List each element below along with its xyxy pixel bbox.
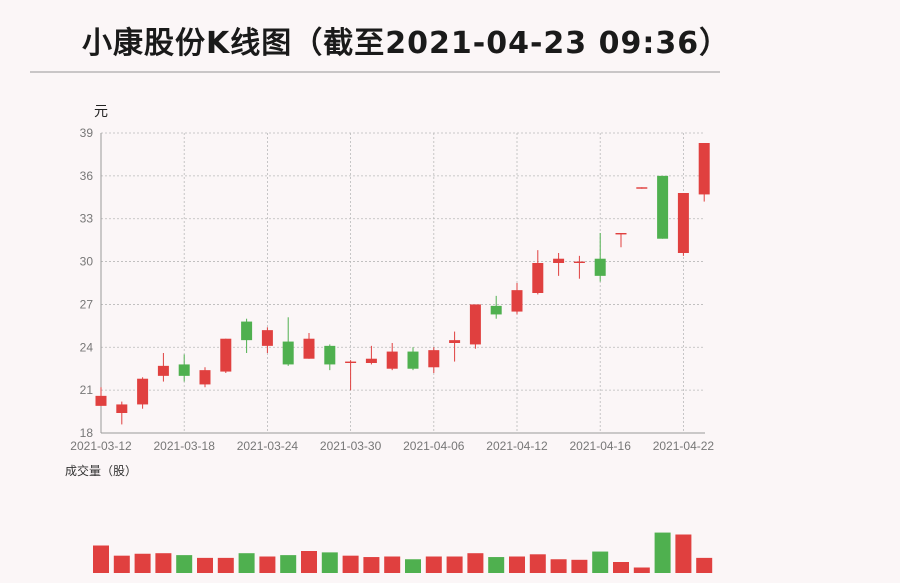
volume-bar [93, 545, 109, 573]
candle-body [615, 233, 627, 235]
volume-bar [509, 556, 525, 573]
volume-bar [675, 534, 692, 573]
volume-bar [384, 556, 401, 573]
candle-body [220, 338, 232, 372]
candle-body [116, 404, 128, 413]
volume-bar [488, 557, 505, 573]
volume-bar [197, 557, 213, 573]
y-tick-label: 33 [80, 212, 94, 226]
candle-body [553, 258, 565, 263]
candle-body [137, 378, 149, 405]
y-axis-unit: 元 [94, 104, 108, 120]
candle-body [511, 290, 523, 312]
x-tick-label: 2021-03-30 [320, 439, 382, 453]
candle-body [469, 304, 481, 345]
candle-body [407, 351, 419, 369]
volume-bar [613, 562, 629, 573]
title-divider [30, 71, 720, 73]
candle-body [449, 340, 461, 343]
candle-body [241, 321, 253, 341]
chart-title: 小康股份K线图（截至2021-04-23 09:36） [82, 26, 731, 61]
volume-bar [405, 559, 421, 573]
candle-body [365, 358, 377, 363]
x-tick-label: 2021-03-24 [237, 439, 299, 453]
x-tick-label: 2021-04-06 [403, 439, 465, 453]
candle-body [157, 365, 169, 376]
x-tick-label: 2021-04-12 [486, 439, 548, 453]
volume-bar [363, 557, 380, 573]
volume-bar [113, 555, 130, 573]
y-tick-label: 24 [80, 340, 94, 354]
x-tick-label: 2021-04-16 [570, 439, 632, 453]
y-tick-label: 21 [80, 383, 94, 397]
candle-body [428, 350, 440, 368]
volume-label: 成交量（股） [65, 463, 137, 478]
candle-body [95, 395, 107, 406]
candle-body [324, 345, 336, 365]
volume-bar [571, 559, 588, 573]
candle-body [345, 361, 357, 363]
y-tick-label: 18 [80, 426, 94, 440]
volume-bar [342, 555, 359, 573]
volume-bar [238, 553, 255, 573]
volume-bar [155, 553, 172, 573]
candle-body [532, 263, 544, 293]
candle-body [386, 351, 398, 369]
candle-body [698, 143, 710, 195]
candle-body [261, 330, 273, 346]
candle-body [490, 305, 502, 315]
x-tick-label: 2021-03-12 [70, 439, 132, 453]
candle-body [636, 187, 648, 189]
volume-bar [217, 557, 234, 573]
y-tick-label: 36 [80, 169, 94, 183]
candle-body [657, 175, 669, 239]
volume-bar [654, 532, 671, 573]
candle-body [178, 364, 190, 376]
volume-bar [446, 556, 463, 573]
volume-bar [467, 553, 484, 573]
y-tick-label: 39 [80, 126, 94, 140]
candle-body [282, 341, 294, 365]
x-tick-label: 2021-03-18 [154, 439, 216, 453]
volume-bar [134, 553, 151, 573]
volume-bar [176, 555, 193, 573]
candle-body [677, 193, 689, 253]
volume-bar [592, 551, 609, 573]
volume-bar [529, 554, 546, 573]
volume-bar [696, 557, 713, 573]
candle-body [573, 261, 585, 263]
candle-body [303, 338, 315, 359]
volume-bar [301, 551, 317, 573]
x-tick-label: 2021-04-22 [653, 439, 715, 453]
volume-bar [321, 552, 338, 573]
candle-body [199, 370, 211, 385]
volume-bar [425, 556, 442, 573]
y-tick-label: 27 [80, 297, 94, 311]
volume-bar [280, 555, 297, 573]
y-tick-label: 30 [80, 255, 94, 269]
candle-body [594, 258, 606, 276]
volume-bar [550, 559, 567, 573]
volume-bar [633, 567, 650, 573]
volume-bar [259, 556, 276, 573]
